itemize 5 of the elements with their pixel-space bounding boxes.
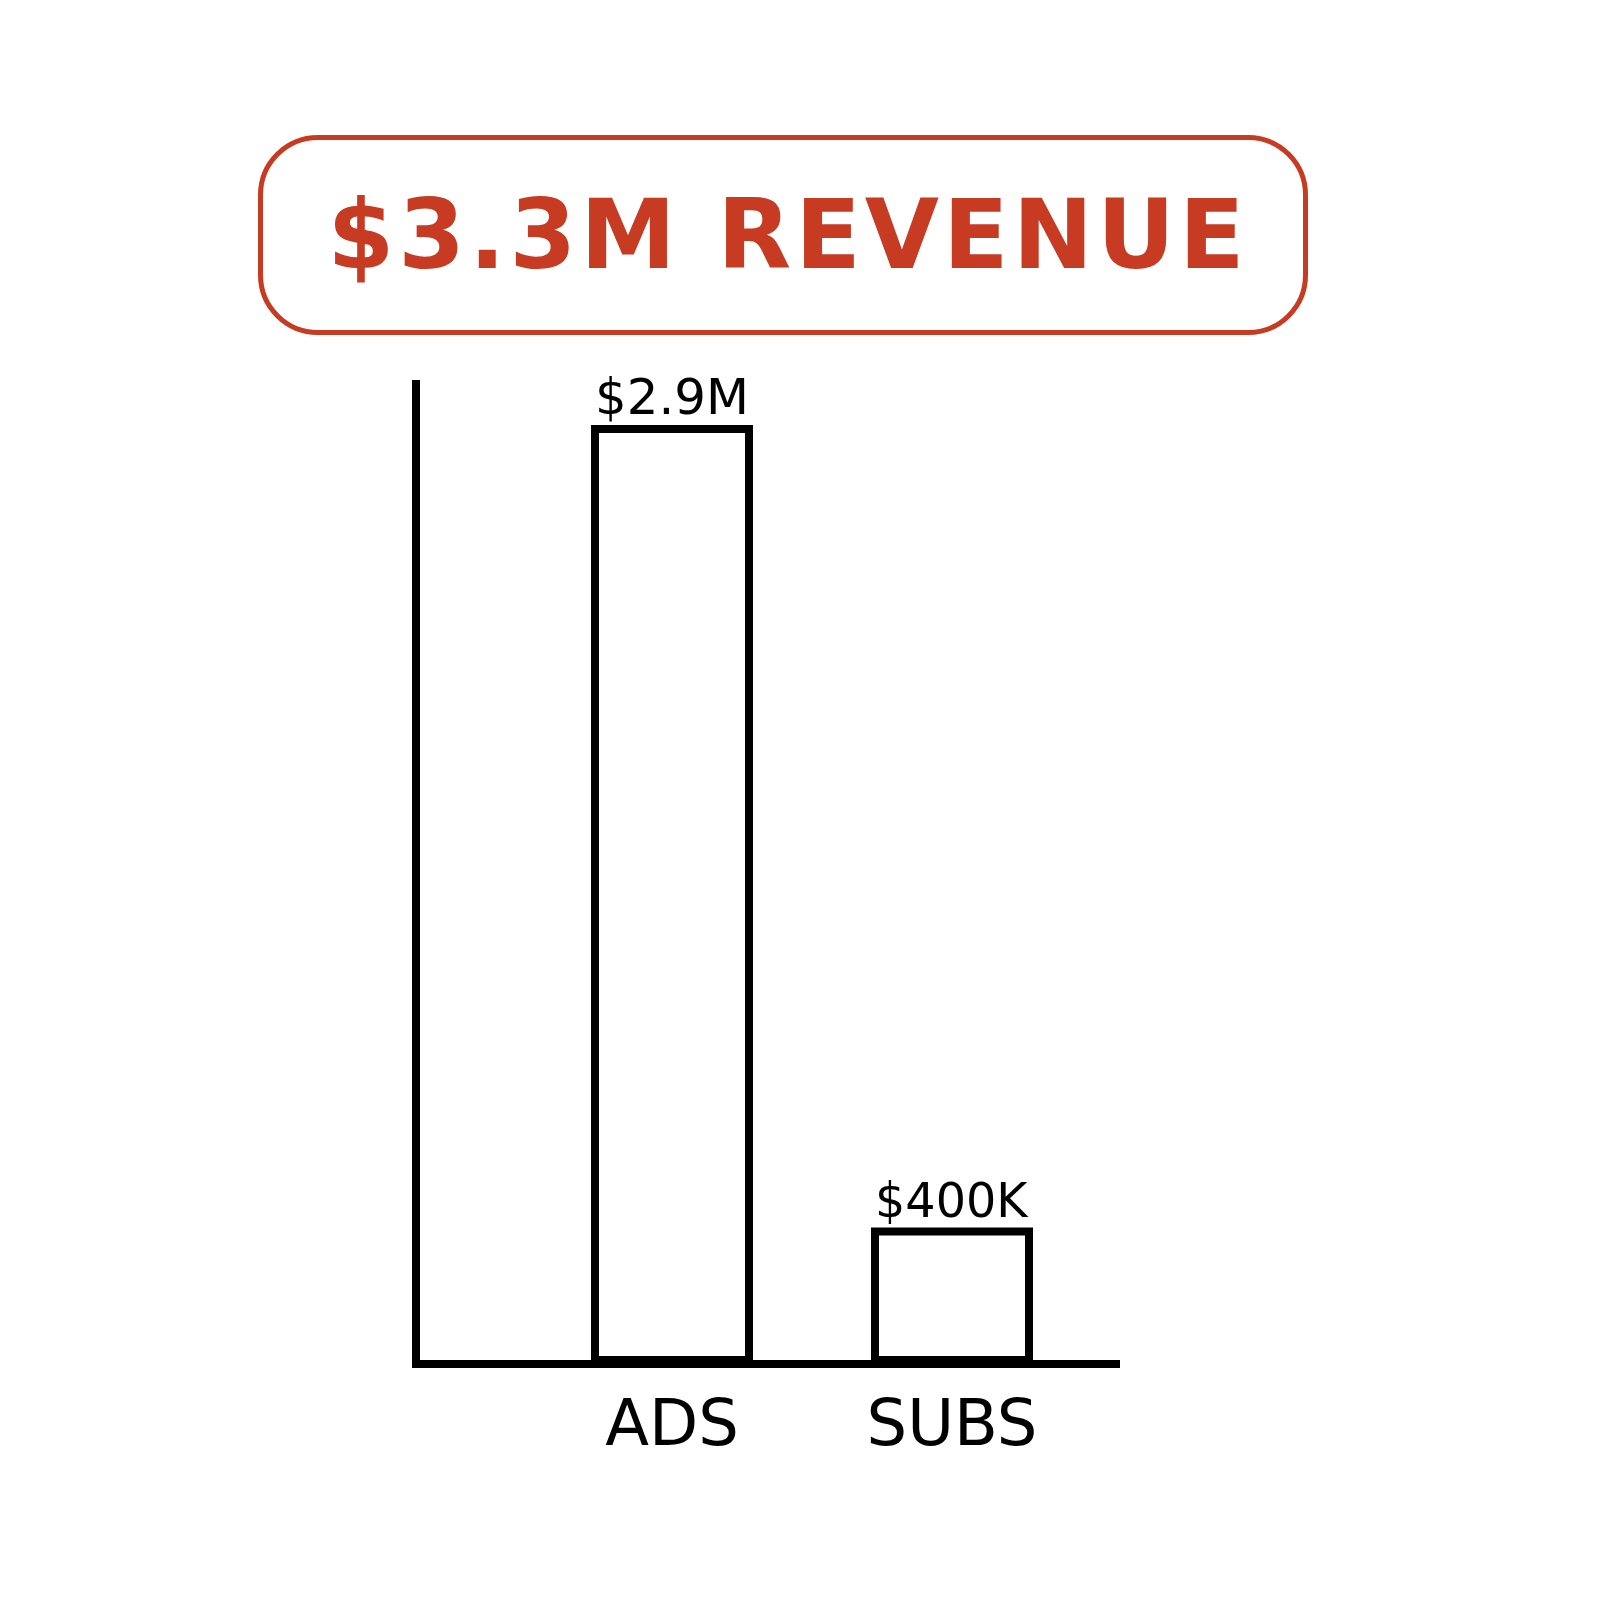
chart-title: $3.3M REVENUE	[327, 179, 1249, 291]
data-label: $400K	[875, 1173, 1030, 1229]
data-label: $2.9M	[595, 368, 749, 427]
x-tick-label: ADS	[605, 1385, 739, 1460]
x-tick-label: SUBS	[866, 1385, 1038, 1460]
